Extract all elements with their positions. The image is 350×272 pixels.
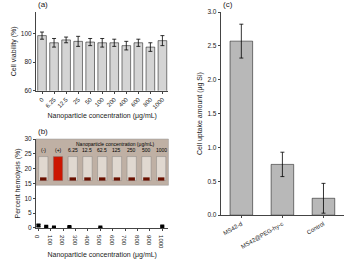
- svg-text:62.5: 62.5: [97, 147, 107, 153]
- svg-text:6.25: 6.25: [44, 96, 57, 109]
- svg-text:1000: 1000: [156, 147, 167, 153]
- svg-text:600: 600: [109, 235, 115, 246]
- svg-text:800: 800: [134, 235, 140, 246]
- svg-text:Nanoparticle concentration (μg: Nanoparticle concentration (μg/mL): [47, 112, 156, 120]
- svg-text:12.5: 12.5: [56, 96, 69, 109]
- svg-text:0: 0: [38, 96, 45, 103]
- svg-text:Cell uptake amount (μg Si): Cell uptake amount (μg Si): [197, 72, 205, 155]
- svg-text:0: 0: [28, 224, 32, 231]
- svg-text:1000: 1000: [158, 235, 164, 249]
- svg-text:3.0: 3.0: [207, 8, 216, 15]
- svg-text:2.5: 2.5: [207, 42, 216, 49]
- svg-text:Nanoparticle concentration (μg: Nanoparticle concentration (μg/mL): [47, 251, 156, 259]
- svg-text:1000: 1000: [152, 96, 166, 110]
- svg-text:250: 250: [127, 147, 136, 153]
- svg-text:0.0: 0.0: [207, 211, 216, 218]
- svg-text:1.5: 1.5: [207, 110, 216, 117]
- svg-text:10: 10: [24, 195, 32, 202]
- svg-text:500: 500: [96, 235, 102, 246]
- svg-text:30: 30: [24, 135, 32, 142]
- svg-text:200: 200: [106, 96, 118, 108]
- svg-text:700: 700: [121, 235, 127, 246]
- svg-text:12.5: 12.5: [82, 147, 92, 153]
- svg-text:0: 0: [34, 235, 40, 239]
- svg-text:400: 400: [84, 235, 90, 246]
- svg-text:15: 15: [24, 180, 32, 187]
- svg-text:50: 50: [84, 96, 93, 105]
- svg-text:100: 100: [21, 30, 32, 37]
- svg-text:MS42@PEG-hy-c: MS42@PEG-hy-c: [240, 221, 284, 250]
- svg-text:2.0: 2.0: [207, 76, 216, 83]
- svg-text:100: 100: [94, 96, 106, 108]
- svg-text:800: 800: [142, 96, 154, 108]
- svg-text:(c): (c): [223, 0, 233, 9]
- svg-text:600: 600: [130, 96, 142, 108]
- svg-text:(b): (b): [38, 127, 48, 136]
- svg-text:80: 80: [24, 58, 32, 65]
- svg-text:400: 400: [118, 96, 130, 108]
- svg-text:5: 5: [28, 209, 32, 216]
- svg-text:(+): (+): [55, 147, 62, 153]
- svg-text:6.25: 6.25: [68, 147, 78, 153]
- svg-text:500: 500: [142, 147, 151, 153]
- svg-text:(-): (-): [41, 147, 46, 153]
- svg-text:60: 60: [24, 87, 32, 94]
- svg-text:25: 25: [24, 150, 32, 157]
- svg-text:125: 125: [112, 147, 121, 153]
- svg-text:100: 100: [47, 235, 53, 246]
- svg-text:MS42-d: MS42-d: [222, 221, 243, 237]
- svg-text:25: 25: [72, 96, 81, 105]
- svg-text:900: 900: [146, 235, 152, 246]
- svg-text:Cell viability (%): Cell viability (%): [10, 26, 18, 76]
- svg-text:20: 20: [24, 165, 32, 172]
- svg-text:Nanoparticle concentration (μg: Nanoparticle concentration (μg/mL): [76, 141, 155, 147]
- svg-text:200: 200: [59, 235, 65, 246]
- svg-text:(a): (a): [38, 0, 48, 9]
- svg-text:0.5: 0.5: [207, 178, 216, 185]
- svg-text:Percent hemolysis (%): Percent hemolysis (%): [14, 148, 22, 218]
- svg-text:1.0: 1.0: [207, 144, 216, 151]
- svg-text:Control: Control: [306, 221, 326, 236]
- svg-text:300: 300: [72, 235, 78, 246]
